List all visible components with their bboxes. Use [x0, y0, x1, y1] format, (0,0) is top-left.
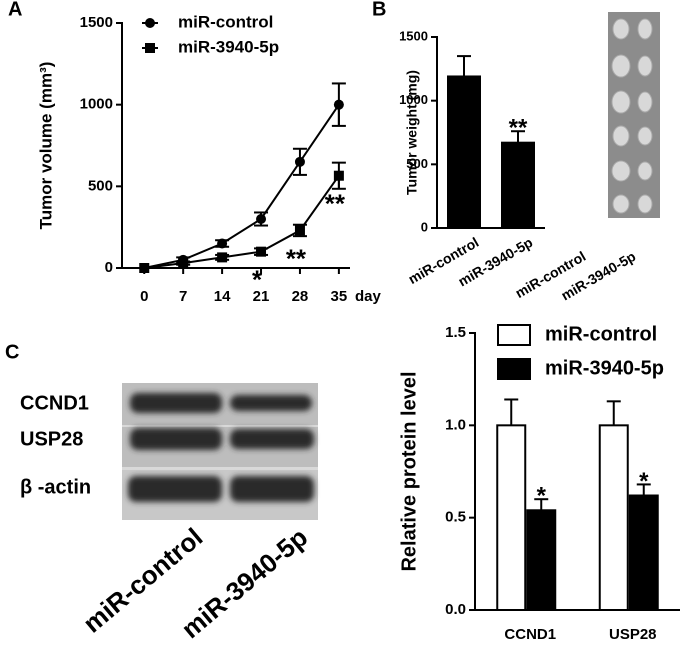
- y-tick-label: 1.0: [445, 416, 466, 433]
- blot-row-label: β -actin: [20, 476, 91, 498]
- y-axis-label: Tumor weight (mg): [404, 70, 420, 195]
- x-tick-label: CCND1: [504, 626, 556, 643]
- line: [144, 175, 340, 269]
- bar: [501, 141, 535, 229]
- annotation: *: [252, 265, 263, 295]
- marker: [217, 238, 228, 249]
- marker: [139, 263, 150, 273]
- legend-label: miR-3940-5p: [178, 37, 279, 56]
- x-tick-label: 21: [253, 288, 270, 305]
- bar: [628, 494, 659, 611]
- legend-label: miR-control: [545, 323, 657, 345]
- panel-label: A: [8, 0, 22, 20]
- blot-row-label: USP28: [20, 428, 83, 450]
- y-tick-label: 500: [88, 177, 113, 194]
- annotation: *: [537, 483, 547, 510]
- legend-swatch: [497, 324, 531, 346]
- y-tick-label: 1500: [399, 28, 428, 43]
- legend-swatch: [497, 358, 531, 380]
- y-tick-label: 1.5: [445, 324, 466, 341]
- y-tick-label: 0.0: [445, 601, 466, 618]
- x-tick-label: 14: [214, 288, 231, 305]
- bar: [496, 424, 527, 612]
- legend-label: miR-control: [178, 12, 273, 31]
- y-tick-label: 0: [421, 219, 428, 234]
- x-axis-label: day: [355, 288, 382, 305]
- panel-label: C: [5, 341, 19, 363]
- annotation: **: [286, 243, 307, 273]
- tumor-photo: [608, 12, 660, 218]
- marker: [294, 225, 305, 236]
- marker: [256, 246, 267, 257]
- marker: [333, 170, 344, 181]
- annotation: *: [639, 468, 649, 495]
- y-axis-label: Relative protein level: [398, 371, 420, 571]
- line: [144, 104, 340, 269]
- marker: [217, 252, 228, 263]
- marker: [178, 258, 189, 269]
- x-tick-label: 7: [179, 288, 187, 305]
- y-tick-label: 0: [105, 259, 113, 276]
- annotation: **: [325, 189, 346, 219]
- marker: [256, 214, 267, 224]
- western-blot: [122, 383, 318, 520]
- annotation: **: [509, 115, 528, 142]
- x-tick-label: 35: [331, 288, 348, 305]
- y-tick-label: 500: [406, 156, 428, 171]
- legend-label: miR-3940-5p: [545, 357, 664, 379]
- x-tick-label: USP28: [609, 626, 657, 643]
- bar: [447, 75, 481, 230]
- legend-marker: [145, 18, 155, 28]
- x-tick-label: 28: [292, 288, 309, 305]
- x-tick-label: 0: [140, 288, 148, 305]
- bar: [526, 509, 557, 611]
- panel-label: B: [372, 0, 386, 20]
- y-tick-label: 1500: [80, 14, 113, 31]
- bar: [598, 424, 629, 612]
- legend-marker: [145, 43, 155, 53]
- y-tick-label: 1000: [399, 92, 428, 107]
- y-tick-label: 1000: [80, 96, 113, 113]
- y-tick-label: 0.5: [445, 509, 466, 526]
- blot-row-label: CCND1: [20, 392, 89, 414]
- y-axis-label: Tumor volume (mm³): [36, 62, 55, 230]
- marker: [333, 99, 344, 110]
- marker: [294, 156, 305, 167]
